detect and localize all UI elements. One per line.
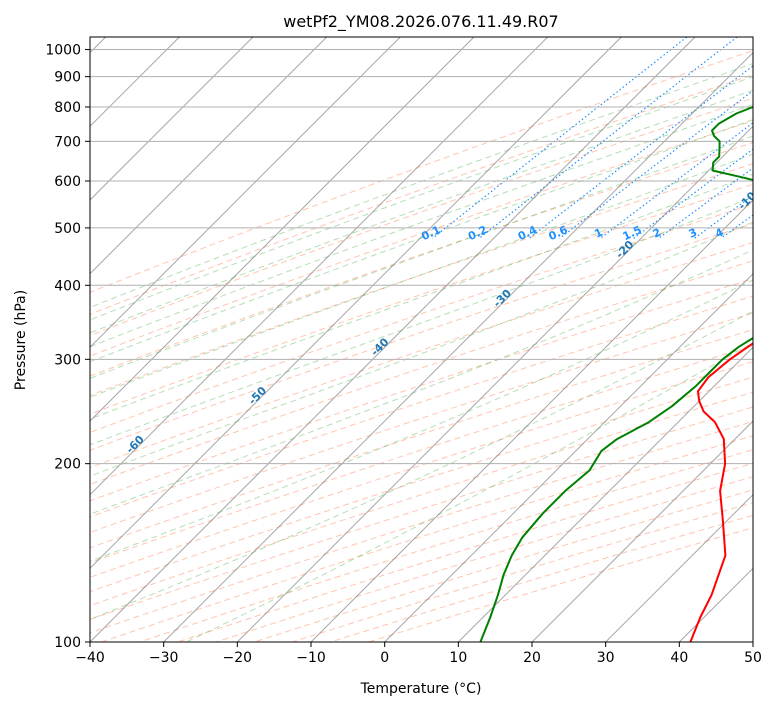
x-tick-label: 50 [744, 650, 762, 666]
x-axis-label: Temperature (°C) [360, 681, 482, 697]
y-tick-label: 900 [54, 70, 81, 86]
y-tick-label: 600 [54, 174, 81, 190]
y-tick-label: 200 [54, 457, 81, 473]
y-tick-label: 400 [54, 278, 81, 294]
x-tick-label: −10 [296, 650, 326, 666]
x-tick-label: 10 [449, 650, 467, 666]
y-tick-label: 700 [54, 134, 81, 150]
x-tick-label: 0 [380, 650, 389, 666]
y-tick-label: 500 [54, 221, 81, 237]
y-axis-label: Pressure (hPa) [13, 290, 29, 390]
x-tick-label: 20 [523, 650, 541, 666]
x-tick-label: 30 [597, 650, 615, 666]
y-tick-label: 1000 [45, 43, 81, 59]
chart-title: wetPf2_YM08.2026.076.11.49.R07 [283, 12, 558, 32]
x-tick-label: 40 [670, 650, 688, 666]
y-tick-label: 100 [54, 635, 81, 651]
y-tick-label: 800 [54, 100, 81, 116]
x-tick-label: −30 [149, 650, 179, 666]
x-tick-label: −20 [223, 650, 253, 666]
y-tick-label: 300 [54, 352, 81, 368]
x-tick-label: −40 [75, 650, 105, 666]
